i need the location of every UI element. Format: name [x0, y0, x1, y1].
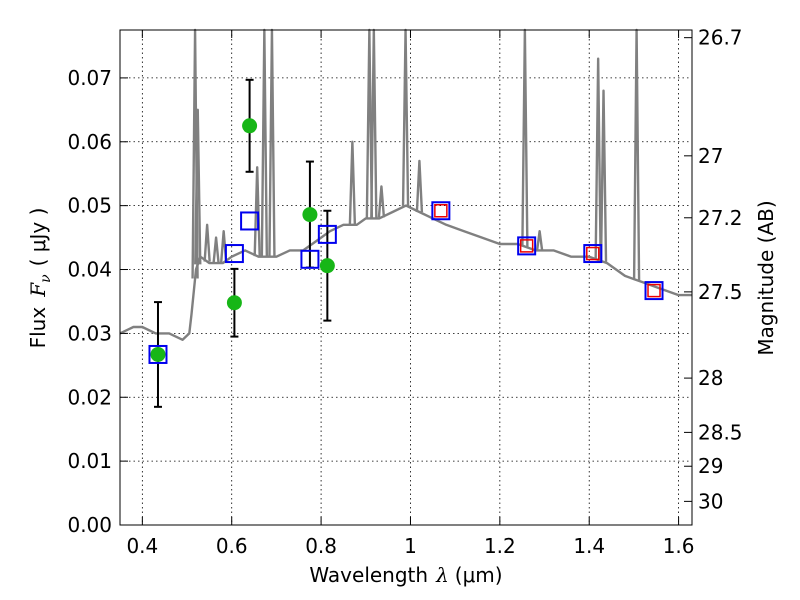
x-tick-label-5: 1.4: [573, 534, 605, 558]
y-axis-title-prefix: Flux: [26, 307, 50, 349]
model-photometry-square-6: [517, 236, 537, 256]
emission-line-3: [212, 236, 220, 264]
y-axis-ticks: 0.00 0.01 0.02 0.03 0.04 0.05 0.06 0.07: [67, 66, 128, 537]
model-photometry-square-1: [224, 244, 244, 264]
upper-limit-box-2: [586, 246, 600, 261]
right-tick-label-7: 30: [698, 489, 723, 513]
model-photometry-square-8: [644, 281, 664, 301]
y-tick-label-4: 0.04: [67, 258, 112, 282]
y-axis-title-unit: ( μJy ): [26, 208, 50, 267]
emission-line-8: [348, 140, 357, 225]
right-tick-label-5: 28.5: [698, 420, 743, 444]
model-photometry-square-5: [431, 201, 451, 221]
right-tick-label-1: 27: [698, 144, 723, 168]
x-tick-label-1: 0.6: [216, 534, 248, 558]
error-bars: [153, 78, 332, 408]
y-axis-title-symbol: F: [26, 282, 50, 298]
y-tick-label-1: 0.01: [67, 449, 112, 473]
y-axis-title: Flux Fν ( μJy ): [26, 208, 54, 349]
right-tick-label-4: 28: [698, 366, 723, 390]
right-axis-ticks: 26.7 27 27.2 27.5 28 28.5 29 30: [684, 26, 743, 513]
model-photometry-square-4: [317, 224, 337, 244]
observed-point-0: [150, 346, 166, 362]
x-axis-title: Wavelength λ (μm): [309, 563, 502, 587]
emission-line-15: [535, 229, 544, 251]
model-photometry-square-0: [148, 344, 168, 364]
emission-line-18: [632, 28, 641, 281]
model-photometry-square-3: [300, 249, 320, 269]
observed-points: [150, 118, 335, 362]
emission-line-1: [194, 108, 202, 265]
emission-line-16: [594, 57, 602, 260]
y-axis-title-subscript: ν: [38, 274, 54, 283]
upper-limit-box-0: [434, 204, 448, 218]
x-tick-label-4: 1.2: [484, 534, 516, 558]
model-photometry: [148, 201, 664, 364]
x-tick-label-0: 0.4: [126, 534, 158, 558]
model-spectrum: [119, 28, 692, 341]
y-tick-label-6: 0.06: [67, 130, 112, 154]
right-tick-label-2: 27.2: [698, 206, 743, 230]
y-tick-label-3: 0.03: [67, 321, 112, 345]
right-tick-label-3: 27.5: [698, 280, 743, 304]
emission-line-6: [260, 28, 269, 257]
right-tick-label-0: 26.7: [698, 26, 743, 50]
x-axis-ticks: 0.4 0.6 0.8 1 1.2 1.4 1.6: [126, 30, 695, 558]
observed-point-1: [226, 295, 242, 311]
y-tick-label-5: 0.05: [67, 194, 112, 218]
emission-line-17: [599, 89, 608, 262]
plot-frame: [119, 29, 693, 526]
model-photometry-square-2: [240, 211, 260, 231]
model-photometry-square-7: [583, 244, 603, 264]
x-axis-title-symbol: λ: [435, 563, 449, 587]
upper-limit-box-3: [647, 283, 661, 298]
emission-line-13: [415, 159, 424, 213]
x-tick-label-3: 1: [404, 534, 417, 558]
observed-point-3: [302, 207, 318, 223]
x-tick-label-6: 1.6: [663, 534, 695, 558]
upper-limit-box-1: [519, 239, 534, 253]
y-tick-label-2: 0.02: [67, 385, 112, 409]
grid-lines: [120, 30, 692, 526]
right-tick-label-6: 29: [698, 454, 723, 478]
x-axis-title-unit: (μm): [455, 563, 503, 587]
emission-line-12: [401, 28, 410, 206]
emission-line-2: [203, 223, 211, 262]
emission-line-7: [268, 28, 276, 257]
right-axis-title: Magnitude (AB): [754, 200, 778, 355]
emission-line-14: [521, 28, 529, 247]
x-axis-title-prefix: Wavelength: [309, 563, 428, 587]
emission-line-11: [377, 185, 386, 218]
x-tick-label-2: 0.8: [305, 534, 337, 558]
observed-point-2: [242, 118, 258, 134]
observed-point-4: [319, 258, 335, 274]
y-tick-label-7: 0.07: [67, 66, 112, 90]
y-tick-label-0: 0.00: [67, 513, 112, 537]
emission-line-10: [370, 28, 378, 219]
